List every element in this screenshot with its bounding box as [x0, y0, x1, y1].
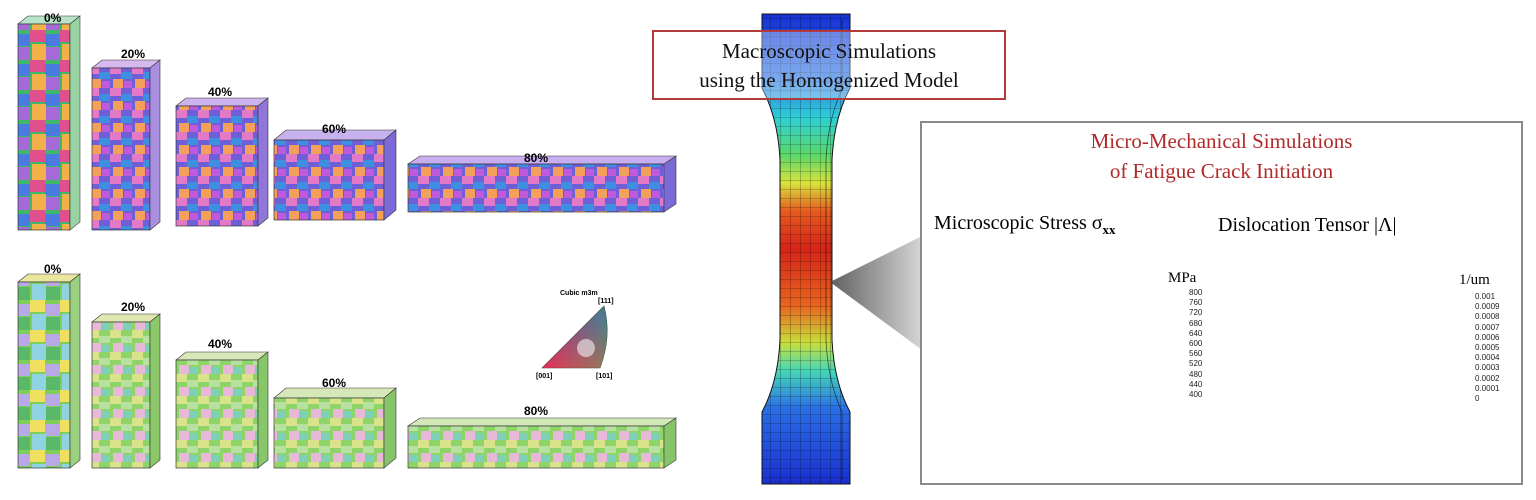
block-top-80: [407, 155, 677, 213]
stress-tick: 680: [1189, 318, 1203, 328]
dislocation-tick: 0.0001: [1475, 383, 1500, 393]
stress-tick: 720: [1189, 308, 1203, 318]
dislocation-tick: 0.0006: [1475, 332, 1500, 342]
stress-tick: 480: [1189, 369, 1203, 379]
bottom-label-40: 40%: [208, 337, 233, 351]
dislocation-tick: 0.0003: [1475, 363, 1500, 373]
block-top-0: [17, 15, 81, 231]
stress-tick: 640: [1189, 328, 1203, 338]
stress-tick: 440: [1189, 379, 1203, 389]
tensile-specimen: [761, 13, 851, 485]
bottom-row-blocks: [17, 273, 677, 469]
stress-tick: 560: [1189, 349, 1203, 359]
block-top-60: [273, 129, 397, 221]
dislocation-tick: 0.0007: [1475, 322, 1500, 332]
dislocation-tick: 0: [1475, 394, 1480, 403]
bottom-label-20: 20%: [121, 300, 146, 314]
dislocation-unit: 1/um: [1459, 272, 1490, 288]
stress-tick: 760: [1189, 298, 1203, 308]
block-bottom-0: [17, 273, 81, 469]
block-bottom-80: [407, 417, 677, 469]
stress-unit: MPa: [1168, 270, 1197, 286]
block-bottom-20: [91, 313, 161, 469]
macro-title-line2: using the Homogenized Model: [699, 68, 959, 92]
dislocation-tick: 0.0004: [1475, 353, 1500, 363]
top-label-40: 40%: [208, 85, 233, 99]
macro-title-line1: Macroscopic Simulations: [721, 39, 937, 63]
dislocation-tick: 0.001: [1475, 292, 1496, 301]
micro-title-line2: of Fatigue Crack Initiation: [1109, 159, 1334, 183]
top-label-20: 20%: [121, 47, 146, 61]
bottom-label-80: 80%: [524, 404, 549, 418]
micro-title-line1: Micro-Mechanical Simulations: [1090, 129, 1353, 153]
ipf-label-101: [101]: [596, 373, 613, 380]
top-label-60: 60%: [322, 122, 347, 136]
ipf-label-111: [111]: [598, 298, 614, 305]
block-bottom-40: [175, 351, 269, 469]
dislocation-tick: 0.0005: [1475, 343, 1500, 352]
stress-tick: 400: [1189, 390, 1203, 399]
block-top-40: [175, 97, 269, 227]
stress-tick: 520: [1189, 359, 1203, 369]
top-row-blocks: [17, 15, 677, 231]
stress-title: Microscopic Stress σxx: [934, 212, 1116, 237]
ipf-label-001: [001]: [536, 373, 553, 380]
macro-title-box: Macroscopic Simulations using the Homoge…: [652, 30, 1006, 100]
stress-tick: 600: [1189, 339, 1203, 348]
dislocation-tick: 0.0002: [1475, 373, 1500, 383]
block-bottom-60: [273, 387, 397, 469]
top-label-0: 0%: [44, 11, 62, 25]
stress-tick: 800: [1189, 288, 1203, 297]
dislocation-tick: 0.0008: [1475, 312, 1500, 322]
ipf-triangle: [541, 305, 608, 369]
block-top-20: [91, 59, 161, 231]
dislocation-title: Dislocation Tensor |Λ|: [1218, 214, 1397, 236]
top-label-80: 80%: [524, 151, 549, 165]
dislocation-tick: 0.0009: [1475, 302, 1500, 312]
ipf-title: Cubic m3m: [560, 290, 598, 297]
bottom-label-60: 60%: [322, 376, 347, 390]
zoom-cone: [830, 236, 922, 350]
micro-panel: Micro-Mechanical Simulations of Fatigue …: [920, 121, 1523, 485]
bottom-label-0: 0%: [44, 262, 62, 276]
